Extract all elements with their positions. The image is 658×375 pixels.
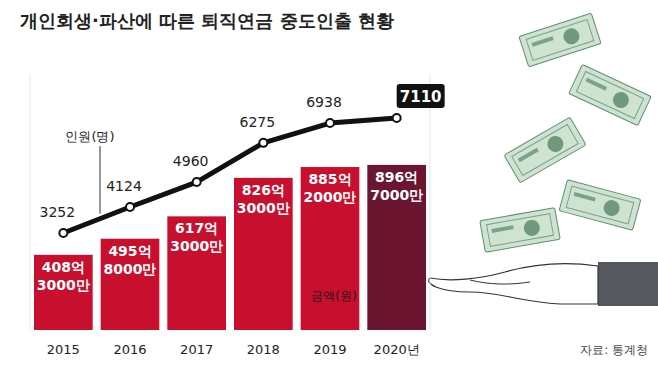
line-marker bbox=[59, 229, 67, 237]
decor-bill bbox=[519, 13, 601, 67]
bar-value-label-line: 826억 bbox=[242, 182, 285, 198]
decor-bill-portrait bbox=[602, 198, 622, 218]
bar-value-label-line: 3000만 bbox=[170, 238, 223, 254]
decor-bill-frame bbox=[576, 72, 643, 119]
decor-bill-number bbox=[532, 36, 554, 47]
decoration bbox=[429, 13, 658, 306]
bar-value-label-line: 617억 bbox=[175, 220, 218, 236]
bar-value-label: 896억 7000만 bbox=[370, 169, 423, 203]
series-name-label: 금액(원) bbox=[311, 289, 356, 303]
decor-bill-body bbox=[559, 180, 641, 231]
line-marker bbox=[126, 203, 134, 211]
decor-bill-body bbox=[480, 208, 560, 253]
decor-bill bbox=[504, 117, 586, 183]
decor-bill-frame bbox=[566, 186, 634, 224]
bar-value-label-line: 885억 bbox=[308, 171, 351, 187]
decor-bill bbox=[559, 180, 641, 231]
background bbox=[0, 0, 658, 375]
decor-bill-frame bbox=[526, 20, 594, 61]
decor-bill bbox=[480, 208, 560, 253]
bar bbox=[367, 165, 426, 330]
bar-value-label-line: 7000만 bbox=[370, 187, 423, 203]
decor-bill-frame bbox=[512, 124, 578, 175]
bar bbox=[234, 178, 293, 330]
x-tick-label: 2016 bbox=[113, 342, 146, 357]
decor-bill-portrait bbox=[561, 26, 581, 46]
bar-value-label: 885억 2000만 bbox=[304, 171, 357, 205]
bar-value-label: 495억 8000만 bbox=[104, 243, 157, 277]
x-tick-label: 2015 bbox=[47, 342, 80, 357]
bar-value-label: 617억 3000만 bbox=[170, 220, 223, 254]
line-value-box bbox=[397, 84, 445, 108]
line-value-label: 6938 bbox=[306, 94, 342, 110]
labels: 408억 3000만 495억 8000만 617억 3000만 826억 3000만 885억… bbox=[37, 84, 445, 303]
source: 자료: 통계청 bbox=[580, 343, 648, 357]
decor-bill-portrait bbox=[523, 219, 542, 238]
bar-value-label-line: 408억 bbox=[42, 259, 85, 275]
title: 개인회생·파산에 따른 퇴직연금 중도인출 현황 bbox=[20, 10, 394, 31]
decor-bill-body bbox=[519, 13, 601, 67]
decor-bill-body bbox=[504, 117, 586, 183]
decor-bill-number bbox=[585, 78, 607, 91]
line-marker bbox=[259, 139, 267, 147]
decor-bill bbox=[569, 64, 651, 125]
bar-value-label: 408억 3000만 bbox=[37, 259, 90, 293]
decor-bill-body bbox=[569, 64, 651, 125]
decor-bill-portrait bbox=[610, 89, 631, 110]
x-tick-label: 2019 bbox=[313, 342, 346, 357]
bar-value-label-line: 2000만 bbox=[304, 189, 357, 205]
decor-bill-number bbox=[491, 225, 513, 233]
bar-value-label: 826억 3000만 bbox=[237, 182, 290, 216]
line-value-label: 4960 bbox=[173, 153, 209, 169]
bar bbox=[101, 239, 160, 330]
line-marker bbox=[193, 178, 201, 186]
chart-svg: 개인회생·파산에 따른 퇴직연금 중도인출 현황 408억 3000만 495억 800… bbox=[0, 0, 658, 375]
x-tick-label: 2018 bbox=[247, 342, 280, 357]
bar-value-label-line: 495억 bbox=[108, 243, 151, 259]
line-value-label: 3252 bbox=[40, 204, 76, 220]
line-marker bbox=[326, 119, 334, 127]
bar-value-label-line: 8000만 bbox=[104, 261, 157, 277]
line-value-label: 7110 bbox=[400, 88, 442, 106]
decor-hand-line bbox=[470, 280, 530, 284]
line-value-label: 4124 bbox=[106, 178, 142, 194]
line-marker bbox=[393, 114, 401, 122]
decor-bill-frame bbox=[487, 214, 554, 247]
decor-bill-number bbox=[518, 148, 539, 162]
bar bbox=[167, 216, 226, 330]
marks bbox=[34, 114, 426, 330]
series-name-label: 인원(명) bbox=[65, 129, 114, 144]
bar bbox=[34, 255, 93, 330]
x-tick-label: 2017 bbox=[180, 342, 213, 357]
y-axis-line bbox=[30, 75, 31, 330]
line-value-label: 6275 bbox=[240, 114, 276, 130]
y2-axis-line bbox=[430, 75, 431, 330]
bar-value-label-line: 3000만 bbox=[37, 277, 90, 293]
decor-sleeve bbox=[598, 262, 658, 306]
decor-hand bbox=[429, 264, 598, 304]
bar-value-label-line: 896억 bbox=[375, 169, 418, 185]
bar bbox=[301, 167, 360, 330]
line bbox=[63, 118, 396, 233]
x-tick-label: 2020년 bbox=[374, 342, 420, 357]
bar-value-label-line: 3000만 bbox=[237, 200, 290, 216]
decor-bill-number bbox=[573, 192, 595, 202]
decor-bill-portrait bbox=[544, 133, 566, 155]
series-name-leader bbox=[100, 146, 101, 214]
